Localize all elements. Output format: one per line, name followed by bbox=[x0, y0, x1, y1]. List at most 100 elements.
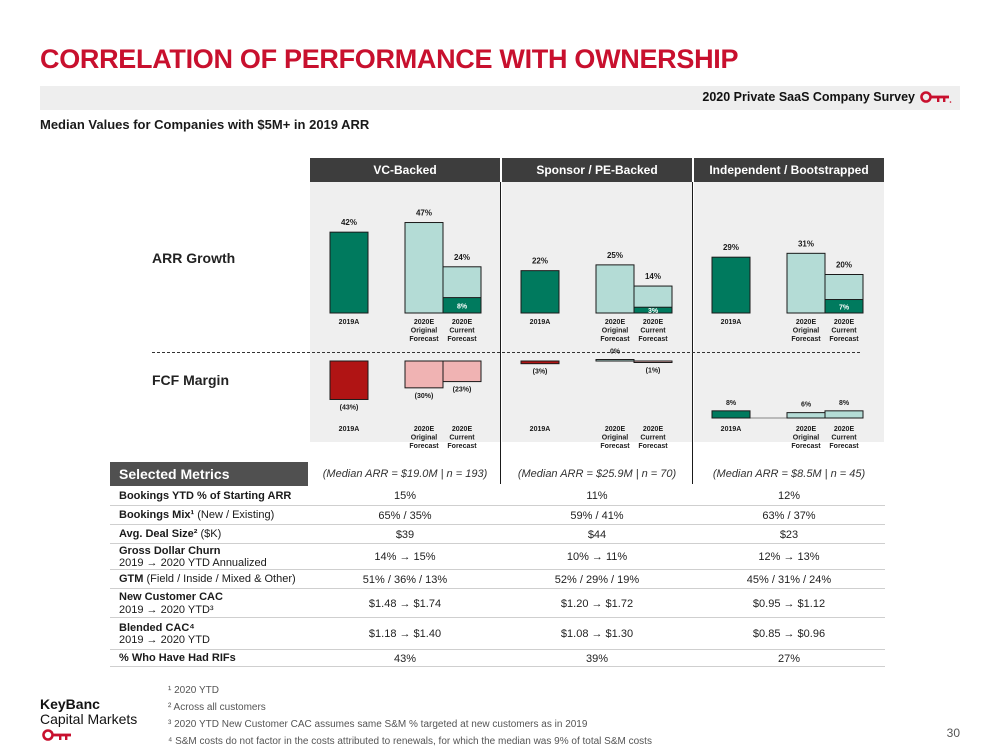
fcf-value-label: 0% bbox=[610, 349, 621, 356]
fcf-category-label: Original bbox=[411, 435, 438, 442]
metric-row: GTM (Field / Inside / Mixed & Other) 51% … bbox=[110, 570, 885, 589]
metric-label-bold: GTM bbox=[119, 573, 144, 586]
panel-header-pe: Sponsor / PE-Backed bbox=[502, 158, 692, 182]
arr-category-label: 2020E bbox=[643, 319, 664, 326]
fcf-bar bbox=[711, 410, 751, 419]
arr-category-label: Original bbox=[411, 328, 438, 335]
metric-label-detail: (Field / Inside / Mixed & Other) bbox=[143, 573, 296, 586]
arr-bar bbox=[404, 222, 444, 314]
fcf-bar bbox=[824, 410, 864, 419]
metric-value: $1.48 → $1.74 bbox=[368, 597, 442, 610]
arr-bar bbox=[329, 231, 369, 314]
fcf-category-label: Current bbox=[831, 435, 857, 442]
arr-category-label: Forecast bbox=[409, 336, 439, 343]
metric-value: $1.20 → $1.72 bbox=[560, 597, 634, 610]
arr-value-label: 29% bbox=[723, 243, 739, 252]
survey-band: 2020 Private SaaS Company Survey bbox=[40, 86, 960, 110]
fcf-value-label: (30%) bbox=[415, 393, 434, 400]
arr-category-label: 2019A bbox=[721, 319, 742, 326]
metric-row: % Who Have Had RIFs 43% 39% 27% bbox=[110, 650, 885, 667]
arr-value-label: 25% bbox=[607, 251, 623, 260]
metrics-group-header: (Median ARR = $8.5M | n = 45) bbox=[712, 468, 866, 480]
metric-value: $0.95 → $1.12 bbox=[752, 597, 826, 610]
metric-value: 43% bbox=[393, 652, 417, 665]
metric-value: 59% / 41% bbox=[570, 509, 624, 522]
metrics-group-header: (Median ARR = $19.0M | n = 193) bbox=[322, 468, 488, 480]
metric-label-bold: Blended CAC⁴ bbox=[119, 621, 195, 634]
fcf-value-label: (1%) bbox=[646, 368, 661, 375]
metric-value: $1.08 → $1.30 bbox=[560, 628, 634, 640]
arr-category-label: Original bbox=[793, 328, 820, 335]
metric-value: 65% / 35% bbox=[378, 509, 432, 522]
fcf-category-label: Forecast bbox=[409, 443, 439, 450]
footnote: ³ 2020 YTD New Customer CAC assumes same… bbox=[168, 719, 588, 730]
arr-category-label: 2020E bbox=[796, 319, 817, 326]
fcf-margin-label: FCF Margin bbox=[152, 372, 229, 388]
arr-category-label: 2020E bbox=[834, 319, 855, 326]
metric-label: % Who Have Had RIFs bbox=[119, 652, 236, 665]
panel-header-vc: VC-Backed bbox=[310, 158, 500, 182]
arr-bar bbox=[786, 252, 826, 314]
fcf-category-label: 2020E bbox=[414, 426, 435, 433]
metric-label-bold: Avg. Deal Size² bbox=[119, 528, 198, 541]
arr-ytd-bar bbox=[824, 299, 864, 314]
arr-ytd-label: 8% bbox=[457, 303, 468, 310]
footnote: ¹ 2020 YTD bbox=[168, 685, 219, 696]
fcf-bar bbox=[520, 360, 560, 365]
arr-bar bbox=[711, 256, 751, 314]
arr-category-label: Current bbox=[640, 328, 666, 335]
metric-label: Bookings Mix¹ (New / Existing) bbox=[119, 509, 274, 522]
arr-category-label: Forecast bbox=[638, 336, 668, 343]
arr-value-label: 22% bbox=[532, 257, 548, 266]
keybanc-logo: KeyBanc Capital Markets bbox=[40, 697, 137, 727]
fcf-category-label: Forecast bbox=[791, 443, 821, 450]
metric-label: Blended CAC⁴ 2019 → 2020 YTD bbox=[119, 622, 210, 647]
metric-label-subline: 2019 → 2020 YTD Annualized bbox=[119, 557, 267, 569]
metric-value: $1.18 → $1.40 bbox=[368, 628, 442, 640]
footnote: ⁴ S&M costs do not factor in the costs a… bbox=[168, 736, 652, 747]
fcf-category-label: 2019A bbox=[530, 426, 551, 433]
arr-value-label: 14% bbox=[645, 272, 661, 281]
arr-value-label: 24% bbox=[454, 253, 470, 262]
metric-value: $39 bbox=[395, 528, 415, 541]
key-logo-icon bbox=[920, 89, 952, 110]
metric-label-detail: (New / Existing) bbox=[194, 509, 275, 522]
arr-category-label: 2019A bbox=[339, 319, 360, 326]
fcf-category-label: Forecast bbox=[447, 443, 477, 450]
fcf-category-label: Original bbox=[793, 435, 820, 442]
metric-value: 51% / 36% / 13% bbox=[362, 573, 448, 586]
arr-category-label: 2019A bbox=[530, 319, 551, 326]
metric-label-detail: ($K) bbox=[197, 528, 222, 541]
fcf-bar bbox=[442, 360, 482, 383]
metric-row: New Customer CAC 2019 → 2020 YTD³ $1.48 → … bbox=[110, 589, 885, 618]
panel-divider bbox=[500, 182, 501, 484]
metric-row: Gross Dollar Churn 2019 → 2020 YTD Annual… bbox=[110, 544, 885, 570]
fcf-category-label: Current bbox=[640, 435, 666, 442]
metric-label-bold: Bookings YTD % of Starting ARR bbox=[119, 489, 292, 502]
metric-value: 63% / 37% bbox=[762, 509, 816, 522]
metric-row: Bookings YTD % of Starting ARR 15% 11% 12% bbox=[110, 486, 885, 506]
arr-bar bbox=[595, 264, 635, 314]
section-divider bbox=[152, 352, 860, 353]
arr-category-label: 2020E bbox=[414, 319, 435, 326]
metric-label-bold: New Customer CAC bbox=[119, 591, 223, 603]
metric-label-bold: Gross Dollar Churn bbox=[119, 544, 221, 557]
arr-growth-label: ARR Growth bbox=[152, 250, 236, 266]
metric-value: 12% → 13% bbox=[758, 551, 820, 563]
arr-category-label: Original bbox=[602, 328, 629, 335]
fcf-category-label: 2020E bbox=[452, 426, 473, 433]
arr-value-label: 20% bbox=[836, 261, 852, 270]
fcf-bar bbox=[404, 360, 444, 389]
metric-label-bold: % Who Have Had RIFs bbox=[119, 652, 236, 665]
footnote: ² Across all customers bbox=[168, 702, 266, 713]
fcf-value-label: (43%) bbox=[340, 404, 359, 411]
fcf-category-label: 2019A bbox=[721, 426, 742, 433]
metric-label: New Customer CAC 2019 → 2020 YTD³ bbox=[119, 591, 223, 616]
metric-value: $44 bbox=[587, 528, 607, 541]
metric-label-subline: 2019 → 2020 YTD³ bbox=[119, 603, 214, 616]
arr-category-label: Forecast bbox=[791, 336, 821, 343]
fcf-category-label: Forecast bbox=[829, 443, 859, 450]
metric-value: 45% / 31% / 24% bbox=[746, 573, 832, 586]
panel-header-independent: Independent / Bootstrapped bbox=[694, 158, 884, 182]
arr-category-label: 2020E bbox=[452, 319, 473, 326]
